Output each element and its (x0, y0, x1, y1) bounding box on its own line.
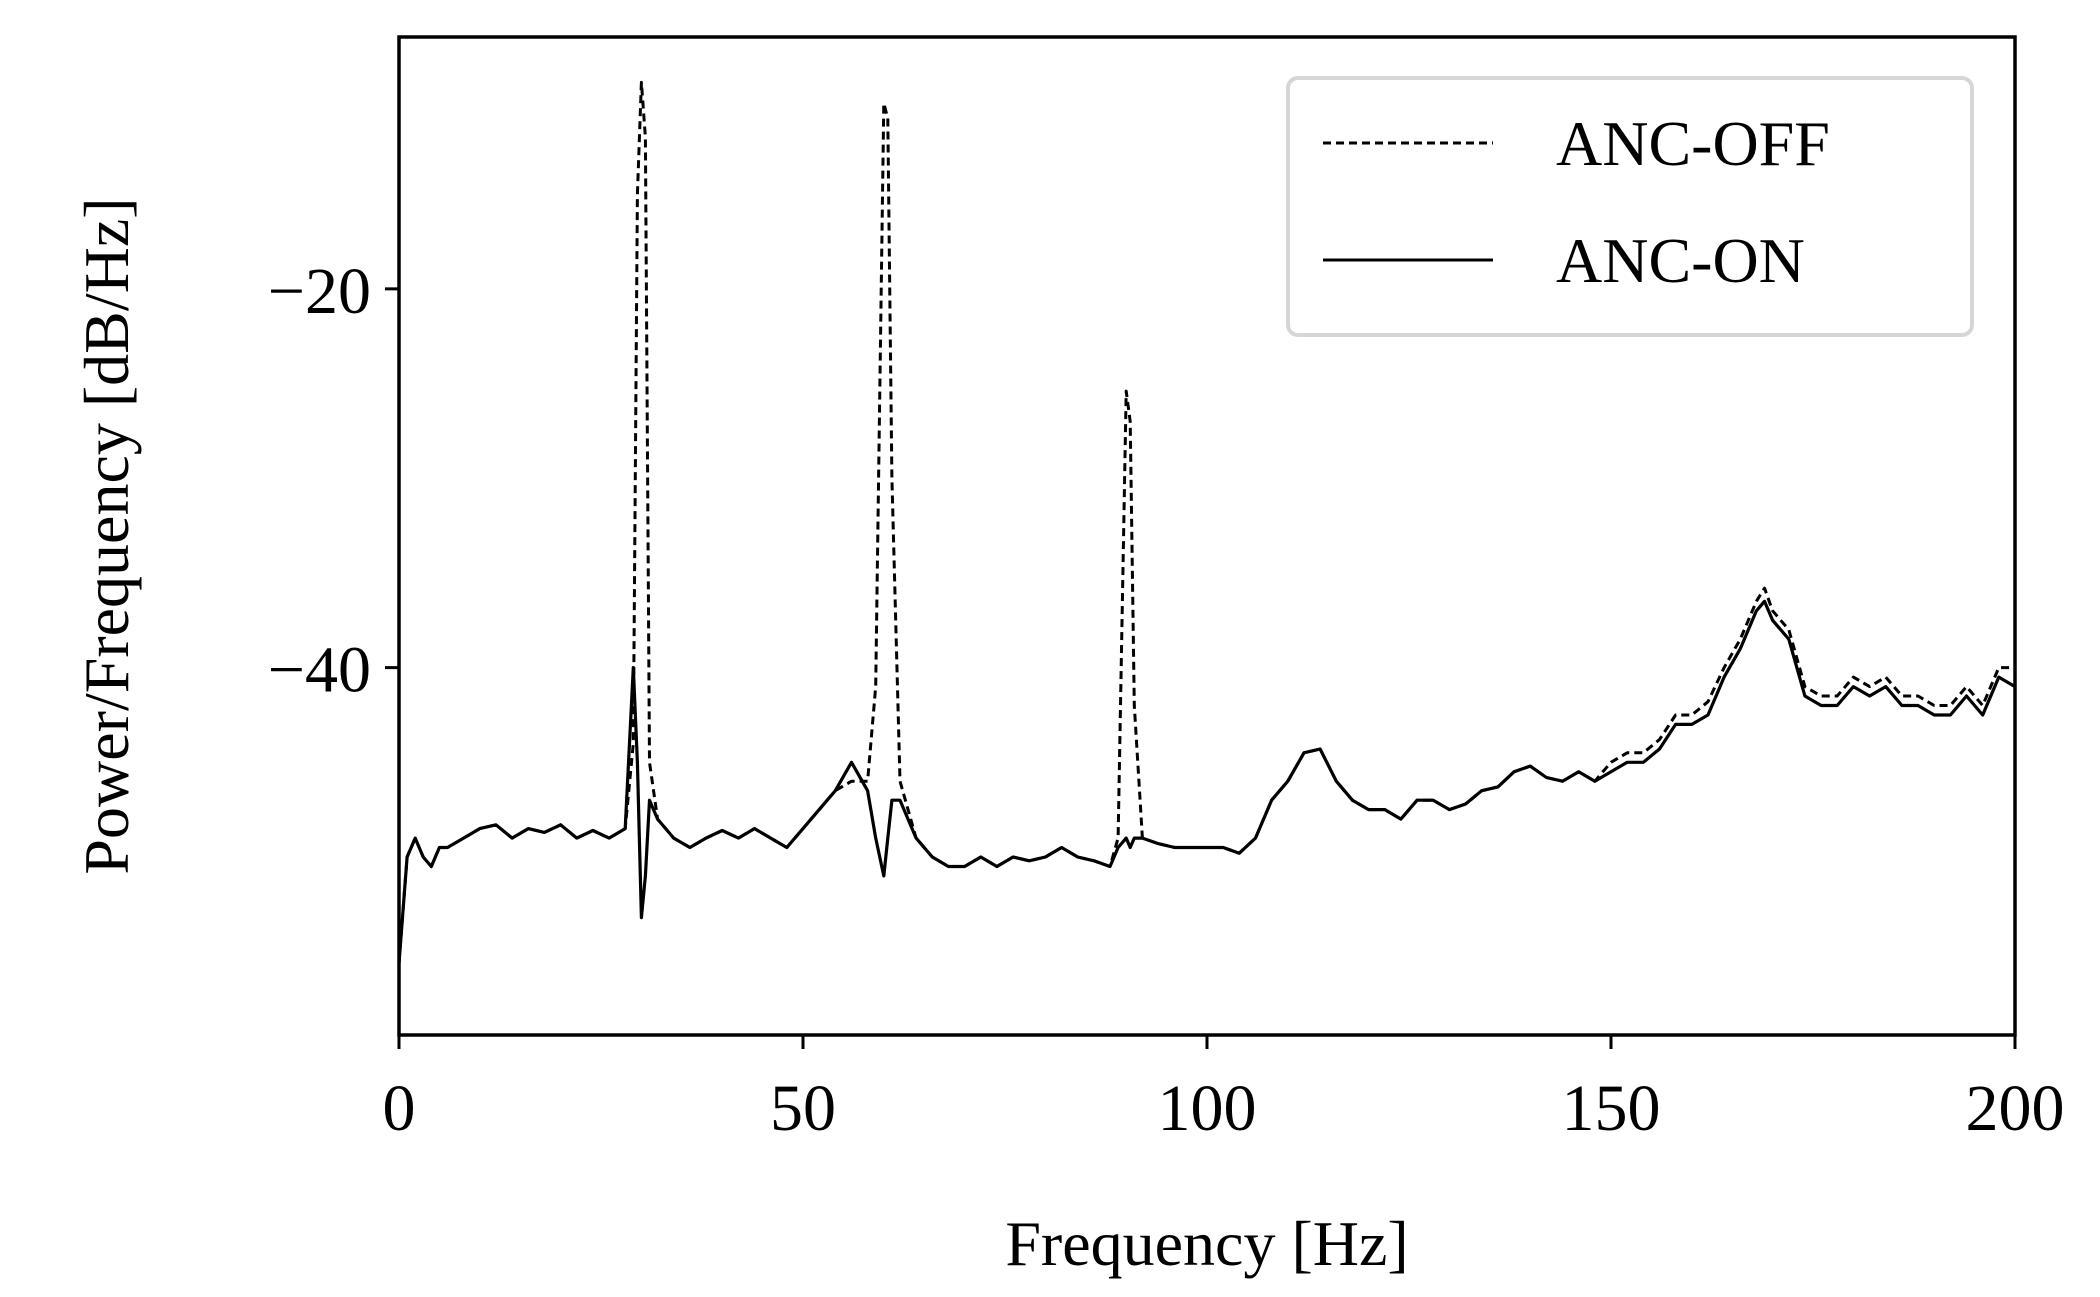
series-line (397, 599, 2016, 964)
x-tick-label: 100 (1158, 1072, 1257, 1145)
y-axis-label: Power/Frequency [dB/Hz] (71, 197, 142, 874)
y-tick-label: −40 (268, 634, 371, 707)
x-tick-label: 200 (1966, 1072, 2065, 1145)
plot-frame (397, 35, 2017, 1037)
x-axis-label: Frequency [Hz] (1005, 1208, 1408, 1279)
legend-label: ANC-OFF (1556, 108, 1830, 179)
x-tick-label: 0 (383, 1072, 416, 1145)
legend-label: ANC-ON (1556, 225, 1805, 296)
x-tick-label: 150 (1562, 1072, 1661, 1145)
x-tick-label: 50 (770, 1072, 836, 1145)
series-line (397, 80, 2015, 964)
y-tick-label: −20 (268, 255, 371, 328)
